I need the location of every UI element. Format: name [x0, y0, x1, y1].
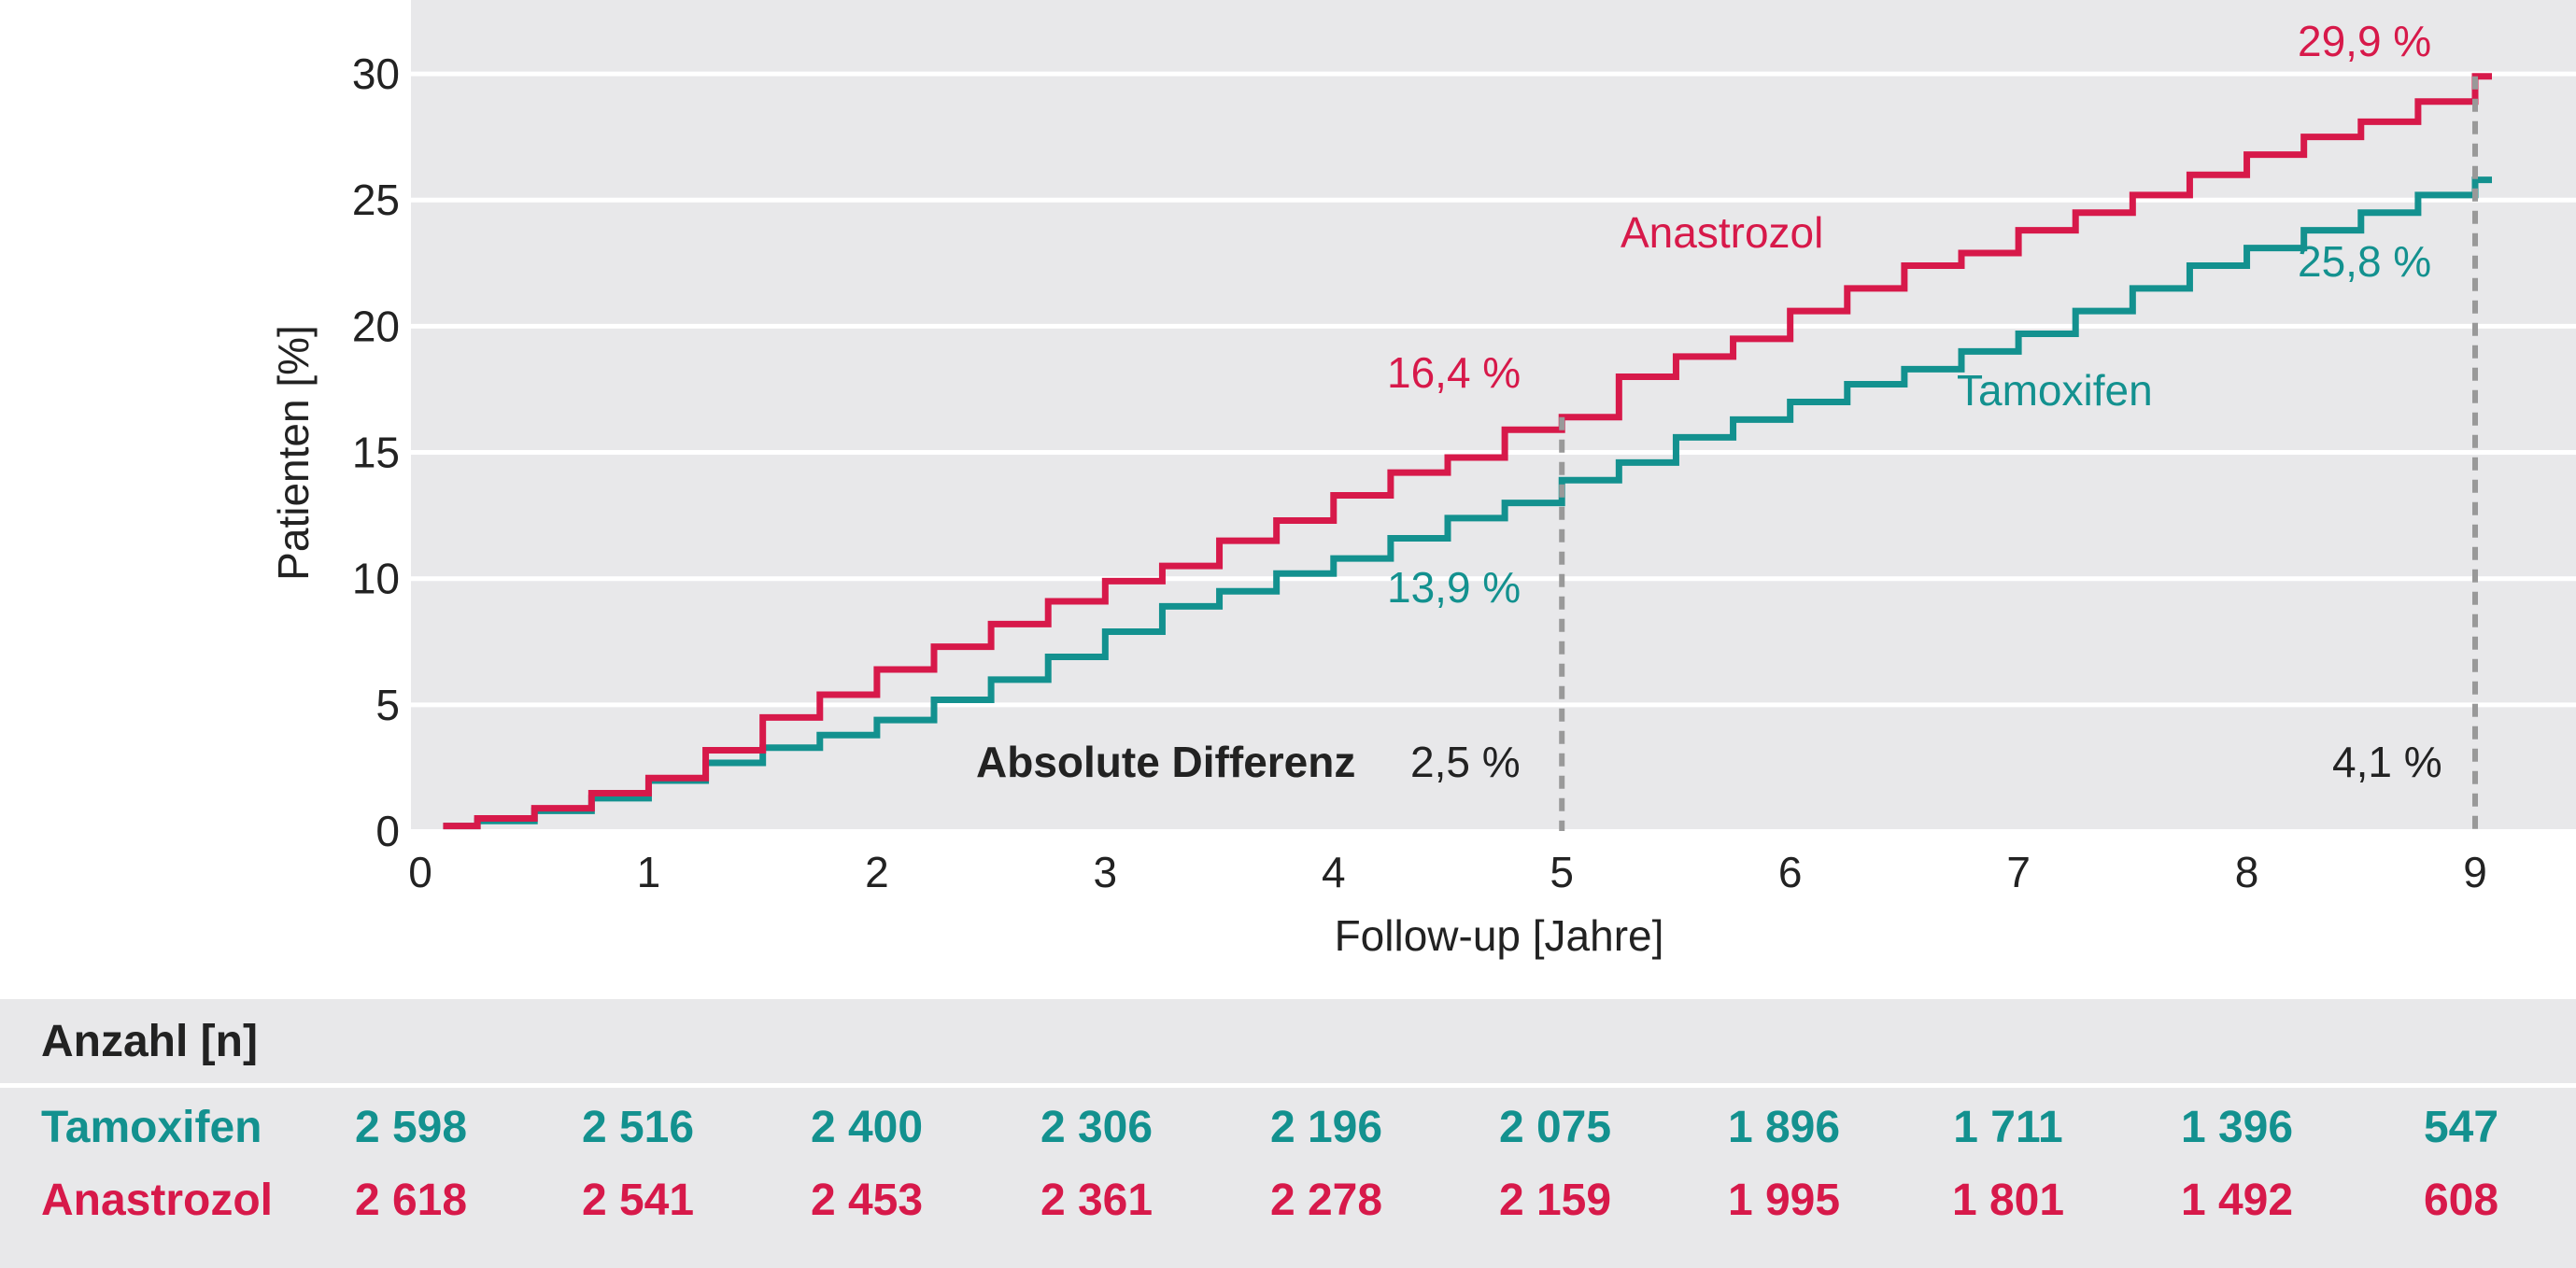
km-chart: 0 1 2 3 4 5 6 7 8 9 0 5 10 15 20 25 30 Anastrozol Tamox…: [269, 0, 2576, 960]
x-tick-label: 6: [1778, 848, 1803, 896]
abs-diff-9y: 4,1 %: [2332, 738, 2442, 786]
risk-cell: 547: [2423, 1103, 2499, 1152]
risk-row-anastrozol: Anastrozol 2 618 2 541 2 453 2 361 2 278 2 159…: [0, 1175, 2576, 1240]
risk-cell: 2 618: [354, 1176, 468, 1225]
x-tick-label: 2: [865, 848, 889, 896]
risk-cell: 1 711: [1953, 1103, 2063, 1152]
y-tick-label: 5: [375, 681, 400, 729]
x-axis-ticks: 0 1 2 3 4 5 6 7 8 9: [408, 831, 2487, 896]
risk-cell: 1 995: [1727, 1176, 1841, 1225]
x-tick-label: 7: [2006, 848, 2031, 896]
series-line-anastrozol: [443, 73, 2492, 830]
plot-background: [411, 0, 2576, 831]
series-label-anastrozol: Anastrozol: [1621, 208, 1823, 257]
risk-cell: 1 896: [1727, 1103, 1841, 1152]
gridlines: [411, 71, 2576, 833]
risk-table-divider: [0, 1083, 2576, 1088]
y-tick-label: 25: [352, 176, 400, 224]
value-label-tamoxifen-9y: 25,8 %: [2298, 237, 2431, 286]
annotations: Anastrozol Tamoxifen 16,4 % 13,9 % 29,9 …: [976, 17, 2442, 786]
risk-table: Anzahl [n] Tamoxifen 2 598 2 516 2 400 2 306…: [0, 999, 2576, 1268]
y-tick-label: 10: [352, 555, 400, 603]
risk-cell: 2 400: [810, 1103, 924, 1152]
series-label-tamoxifen: Tamoxifen: [1957, 366, 2153, 415]
risk-cell: 2 361: [1040, 1176, 1154, 1225]
series-line-tamoxifen: [443, 176, 2492, 830]
x-tick-label: 4: [1322, 848, 1346, 896]
risk-cell: 1 396: [2180, 1103, 2294, 1152]
risk-cell: 2 278: [1269, 1176, 1383, 1225]
y-axis-ticks: 0 5 10 15 20 25 30: [352, 49, 400, 855]
risk-row-tamoxifen: Tamoxifen 2 598 2 516 2 400 2 306 2 196 2 075 1…: [0, 1102, 2576, 1167]
x-tick-label: 0: [408, 848, 432, 896]
risk-cell: 2 159: [1498, 1176, 1612, 1225]
risk-row-label: Tamoxifen: [41, 1103, 262, 1152]
risk-cell: 2 075: [1498, 1103, 1612, 1152]
risk-cell: 2 598: [354, 1103, 468, 1152]
risk-cell: 608: [2423, 1176, 2499, 1225]
y-axis-title: Patienten [%]: [269, 325, 318, 581]
risk-table-header: Anzahl [n]: [41, 1017, 258, 1066]
y-tick-label: 30: [352, 49, 400, 98]
value-label-anastrozol-5y: 16,4 %: [1387, 348, 1521, 397]
x-axis-title: Follow-up [Jahre]: [1335, 911, 1664, 960]
series-lines: [443, 73, 2492, 830]
risk-cell: 2 541: [581, 1176, 695, 1225]
risk-cell: 1 492: [2180, 1176, 2294, 1225]
x-tick-label: 8: [2235, 848, 2259, 896]
risk-row-label: Anastrozol: [41, 1176, 274, 1225]
risk-cell: 1 801: [1951, 1176, 2065, 1225]
value-label-tamoxifen-5y: 13,9 %: [1387, 563, 1521, 612]
risk-cell: 2 306: [1040, 1103, 1154, 1152]
y-tick-label: 20: [352, 302, 400, 350]
y-tick-label: 0: [375, 807, 400, 855]
value-label-anastrozol-9y: 29,9 %: [2298, 17, 2431, 65]
y-tick-label: 15: [352, 429, 400, 477]
risk-cell: 2 453: [810, 1176, 924, 1225]
risk-cell: 2 516: [581, 1103, 695, 1152]
reference-lines: [1559, 76, 2478, 831]
x-tick-label: 3: [1094, 848, 1118, 896]
abs-diff-label: Absolute Differenz: [976, 738, 1355, 786]
x-tick-label: 1: [637, 848, 661, 896]
abs-diff-5y: 2,5 %: [1410, 738, 1521, 786]
x-tick-label: 9: [2463, 848, 2487, 896]
x-tick-label: 5: [1550, 848, 1574, 896]
risk-cell: 2 196: [1269, 1103, 1383, 1152]
